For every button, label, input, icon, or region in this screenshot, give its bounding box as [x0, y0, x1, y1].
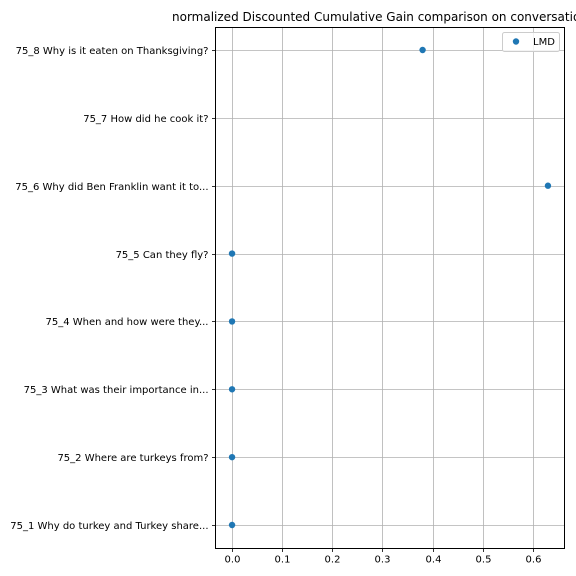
data-point: [228, 453, 236, 461]
x-tick-label: 0.2: [325, 555, 341, 566]
y-tick-label: 75_7 How did he cook it?: [83, 114, 208, 125]
x-tick-label: 0.1: [275, 555, 291, 566]
y-tick-label: 75_1 Why do turkey and Turkey share...: [10, 521, 208, 532]
scatter-points: [228, 46, 552, 529]
x-tick-label: 0.0: [225, 555, 241, 566]
chart-title: normalized Discounted Cumulative Gain co…: [172, 10, 576, 24]
data-point: [228, 521, 236, 529]
x-tick-label: 0.4: [426, 555, 442, 566]
x-tick-label: 0.3: [375, 555, 391, 566]
data-point: [544, 182, 552, 189]
y-tick-label: 75_6 Why did Ben Franklin want it to...: [15, 182, 208, 193]
grid: [215, 27, 565, 549]
data-point: [228, 318, 236, 325]
y-tick-label: 75_5 Can they fly?: [116, 250, 209, 261]
y-tick-label: 75_4 When and how were they...: [46, 317, 209, 328]
data-point: [419, 46, 426, 54]
legend-label: LMD: [533, 37, 555, 48]
x-axis: 0.0 0.1 0.2 0.3 0.4 0.5 0.6: [225, 548, 542, 566]
y-tick-label: 75_8 Why is it eaten on Thanksgiving?: [16, 46, 209, 57]
y-tick-label: 75_2 Where are turkeys from?: [57, 453, 208, 464]
legend-box: [502, 32, 560, 52]
data-point: [228, 250, 236, 257]
y-axis: 75_1 Why do turkey and Turkey share... 75…: [10, 46, 216, 532]
data-point: [228, 386, 236, 393]
legend: LMD: [502, 32, 560, 52]
legend-marker: [512, 38, 520, 45]
x-tick-label: 0.6: [526, 555, 542, 566]
plot-area-frame: [215, 27, 565, 549]
y-tick-label: 75_3 What was their importance in...: [24, 385, 209, 396]
x-tick-label: 0.5: [476, 555, 492, 566]
